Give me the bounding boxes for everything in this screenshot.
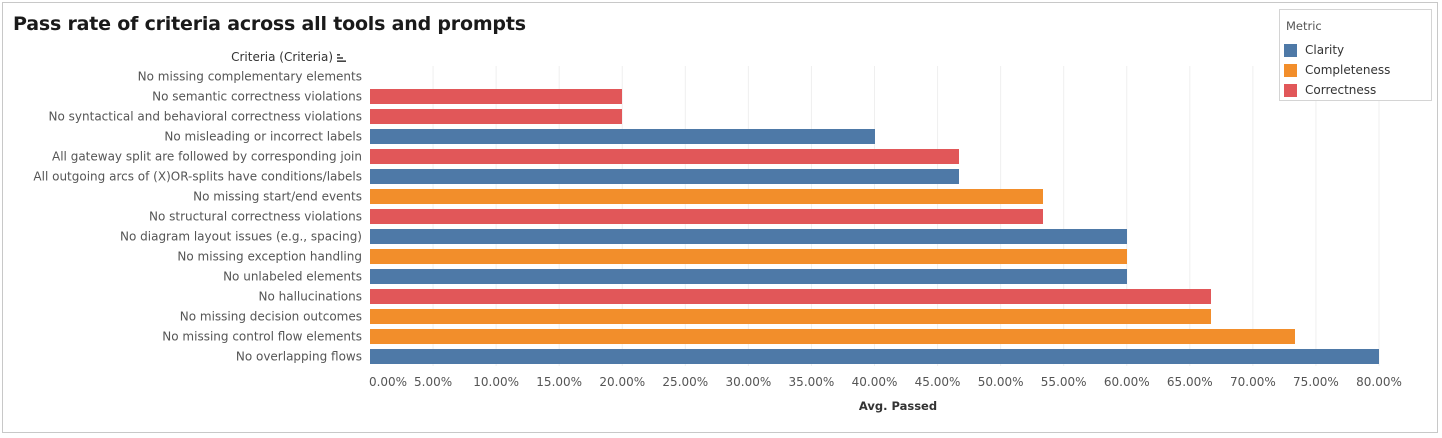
bar[interactable] [370,209,1043,224]
legend-label-completeness: Completeness [1305,63,1391,77]
category-label: No missing control flow elements [162,330,362,344]
category-label: No missing start/end events [193,190,362,204]
bar[interactable] [370,189,1043,204]
x-axis-title: Avg. Passed [859,399,937,413]
x-tick-label: 70.00% [1230,375,1276,389]
category-label: No missing complementary elements [138,70,362,84]
x-tick-label: 35.00% [789,375,835,389]
bars [370,89,1379,364]
x-tick-label: 20.00% [599,375,645,389]
category-labels: No missing complementary elements No sema… [33,70,362,364]
x-tick-label: 15.00% [536,375,582,389]
category-label: No diagram layout issues (e.g., spacing) [120,230,362,244]
legend-swatch-completeness [1284,64,1297,77]
sort-icon[interactable] [337,54,346,62]
category-label: No overlapping flows [236,350,362,364]
category-label: No hallucinations [259,290,363,304]
x-tick-label: 45.00% [915,375,961,389]
legend-item-correctness[interactable]: Correctness [1284,83,1429,99]
bar[interactable] [370,289,1211,304]
bar[interactable] [370,349,1379,364]
category-label: All gateway split are followed by corres… [52,150,362,164]
bar[interactable] [370,269,1127,284]
legend-swatch-clarity [1284,44,1297,57]
category-label: No syntactical and behavioral correctnes… [49,110,362,124]
x-tick-label: 30.00% [725,375,771,389]
tick-labels: 0.00% 5.00% 10.00% 15.00% 20.00% 25.00% 30.00%… [369,375,1402,389]
legend-item-clarity[interactable]: Clarity [1284,43,1429,59]
x-tick-label: 75.00% [1293,375,1339,389]
x-tick-label: 0.00% [369,375,407,389]
category-label: No structural correctness violations [149,210,362,224]
legend-title: Metric [1286,19,1322,33]
legend: Metric Clarity Completeness Correctness [1279,9,1432,101]
x-tick-label: 5.00% [414,375,452,389]
x-tick-label: 50.00% [978,375,1024,389]
legend-item-completeness[interactable]: Completeness [1284,63,1429,79]
category-label: All outgoing arcs of (X)OR-splits have c… [33,170,362,184]
category-label: No missing exception handling [177,250,362,264]
chart-title: Pass rate of criteria across all tools a… [13,13,526,35]
x-tick-label: 55.00% [1041,375,1087,389]
legend-swatch-correctness [1284,84,1297,97]
bar[interactable] [370,129,875,144]
x-tick-label: 25.00% [662,375,708,389]
bar[interactable] [370,249,1127,264]
category-label: No unlabeled elements [223,270,362,284]
bar[interactable] [370,329,1295,344]
legend-label-correctness: Correctness [1305,83,1377,97]
x-tick-label: 65.00% [1167,375,1213,389]
x-tick-label: 40.00% [852,375,898,389]
bar[interactable] [370,109,622,124]
x-tick-label: 60.00% [1104,375,1150,389]
bar[interactable] [370,89,622,104]
category-label: No missing decision outcomes [180,310,362,324]
bar[interactable] [370,169,959,184]
x-tick-label: 10.00% [473,375,519,389]
x-tick-label: 80.00% [1356,375,1402,389]
legend-label-clarity: Clarity [1305,43,1345,57]
bar[interactable] [370,309,1211,324]
category-label: No semantic correctness violations [152,90,362,104]
bar[interactable] [370,149,959,164]
category-label: No misleading or incorrect labels [164,130,362,144]
row-header-label[interactable]: Criteria (Criteria) [231,50,333,64]
bar[interactable] [370,229,1127,244]
